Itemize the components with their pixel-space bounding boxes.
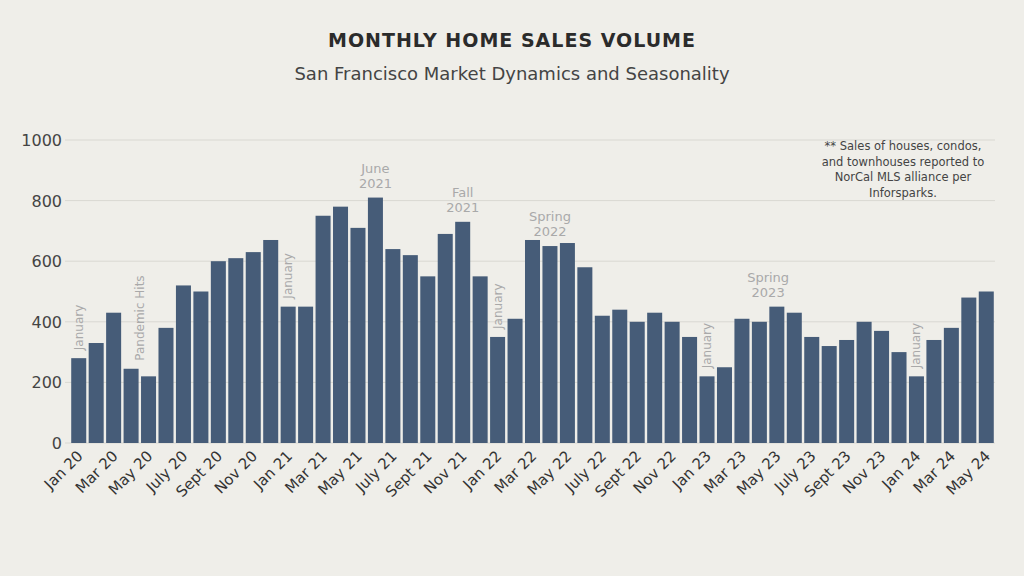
bar [944,328,959,443]
bar [508,319,523,443]
bar [926,340,941,443]
x-tick-label: May 24 [943,447,995,499]
annotation: June2021 [359,161,392,191]
annotation: Pandemic Hits [133,275,147,360]
bar [787,313,802,443]
x-tick-label: May 23 [733,447,785,499]
subtitle: San Francisco Market Dynamics and Season… [294,63,729,84]
bar [193,292,208,444]
bar [333,207,348,443]
bar [89,343,104,443]
bar [455,222,470,443]
annotation: January [700,323,714,370]
bar [700,376,715,443]
bar [560,243,575,443]
bar [158,328,173,443]
bar [385,249,400,443]
chart: MONTHLY HOME SALES VOLUME San Francisco M… [0,0,1024,576]
bar [525,240,540,443]
bar [595,316,610,443]
annotation-line: 2021 [359,176,392,191]
bar [752,322,767,443]
y-tick-label: 600 [31,252,62,271]
annotation-line: Spring [529,209,571,224]
bar [228,258,243,443]
bar [263,240,278,443]
footnote-line: Inforsparks. [869,186,937,200]
bar [71,358,86,443]
footnote-line: NorCal MLS alliance per [835,170,972,184]
bar [717,367,732,443]
bar [473,276,488,443]
y-tick-label: 1000 [21,131,62,150]
y-tick-label: 200 [31,373,62,392]
bar [368,198,383,443]
grid [65,140,995,443]
bar [909,376,924,443]
bar [665,322,680,443]
y-tick-label: 400 [31,313,62,332]
bar [804,337,819,443]
x-tick-label: Nov 20 [211,447,261,497]
bar [420,276,435,443]
x-tick-label: May 20 [105,447,157,499]
x-tick-label: Nov 23 [839,447,889,497]
bar [839,340,854,443]
annotation: January [909,323,923,370]
annotation: Spring2023 [747,270,789,300]
bar [490,337,505,443]
annotation-line: 2022 [533,224,566,239]
bar [892,352,907,443]
bar [316,216,331,443]
bar [961,298,976,443]
x-tick-label: Nov 21 [420,447,470,497]
y-tick-label: 0 [52,434,62,453]
bar [769,307,784,443]
bar [176,285,191,443]
bar [682,337,697,443]
x-tick-label: May 21 [314,447,366,499]
bar [350,228,365,443]
annotation: January [281,253,295,300]
bar [857,322,872,443]
annotation: January [72,305,86,352]
bar [822,346,837,443]
annotation-line: Fall [452,185,473,200]
y-tick-label: 800 [31,192,62,211]
annotation-line: 2021 [446,200,479,215]
bar [403,255,418,443]
x-tick-label: Nov 22 [630,447,680,497]
bar [281,307,296,443]
title: MONTHLY HOME SALES VOLUME [328,29,696,51]
bar [211,261,226,443]
bar [246,252,261,443]
bar [124,369,139,443]
annotation-line: 2023 [752,285,785,300]
bar [438,234,453,443]
bar [141,376,156,443]
bar [647,313,662,443]
annotation-line: June [360,161,389,176]
background [0,0,1024,576]
bar [630,322,645,443]
annotation-line: Spring [747,270,789,285]
page: {"chart_data": {"type": "bar", "title": … [0,0,1024,576]
annotation: Fall2021 [446,185,479,215]
footnote: ** Sales of houses, condos, and townhouse… [822,139,985,200]
bar [734,319,749,443]
bars [71,198,994,443]
bar [298,307,313,443]
footnote-line: and townhouses reported to [822,155,985,169]
grid-line [65,200,995,201]
bar [874,331,889,443]
bar [612,310,627,443]
bar [979,292,994,444]
footnote-line: ** Sales of houses, condos, [825,139,982,153]
x-tick-label: May 22 [524,447,576,499]
annotation: January [491,283,505,330]
bar [106,313,121,443]
annotation: Spring2022 [529,209,571,239]
bar [542,246,557,443]
bar [577,267,592,443]
